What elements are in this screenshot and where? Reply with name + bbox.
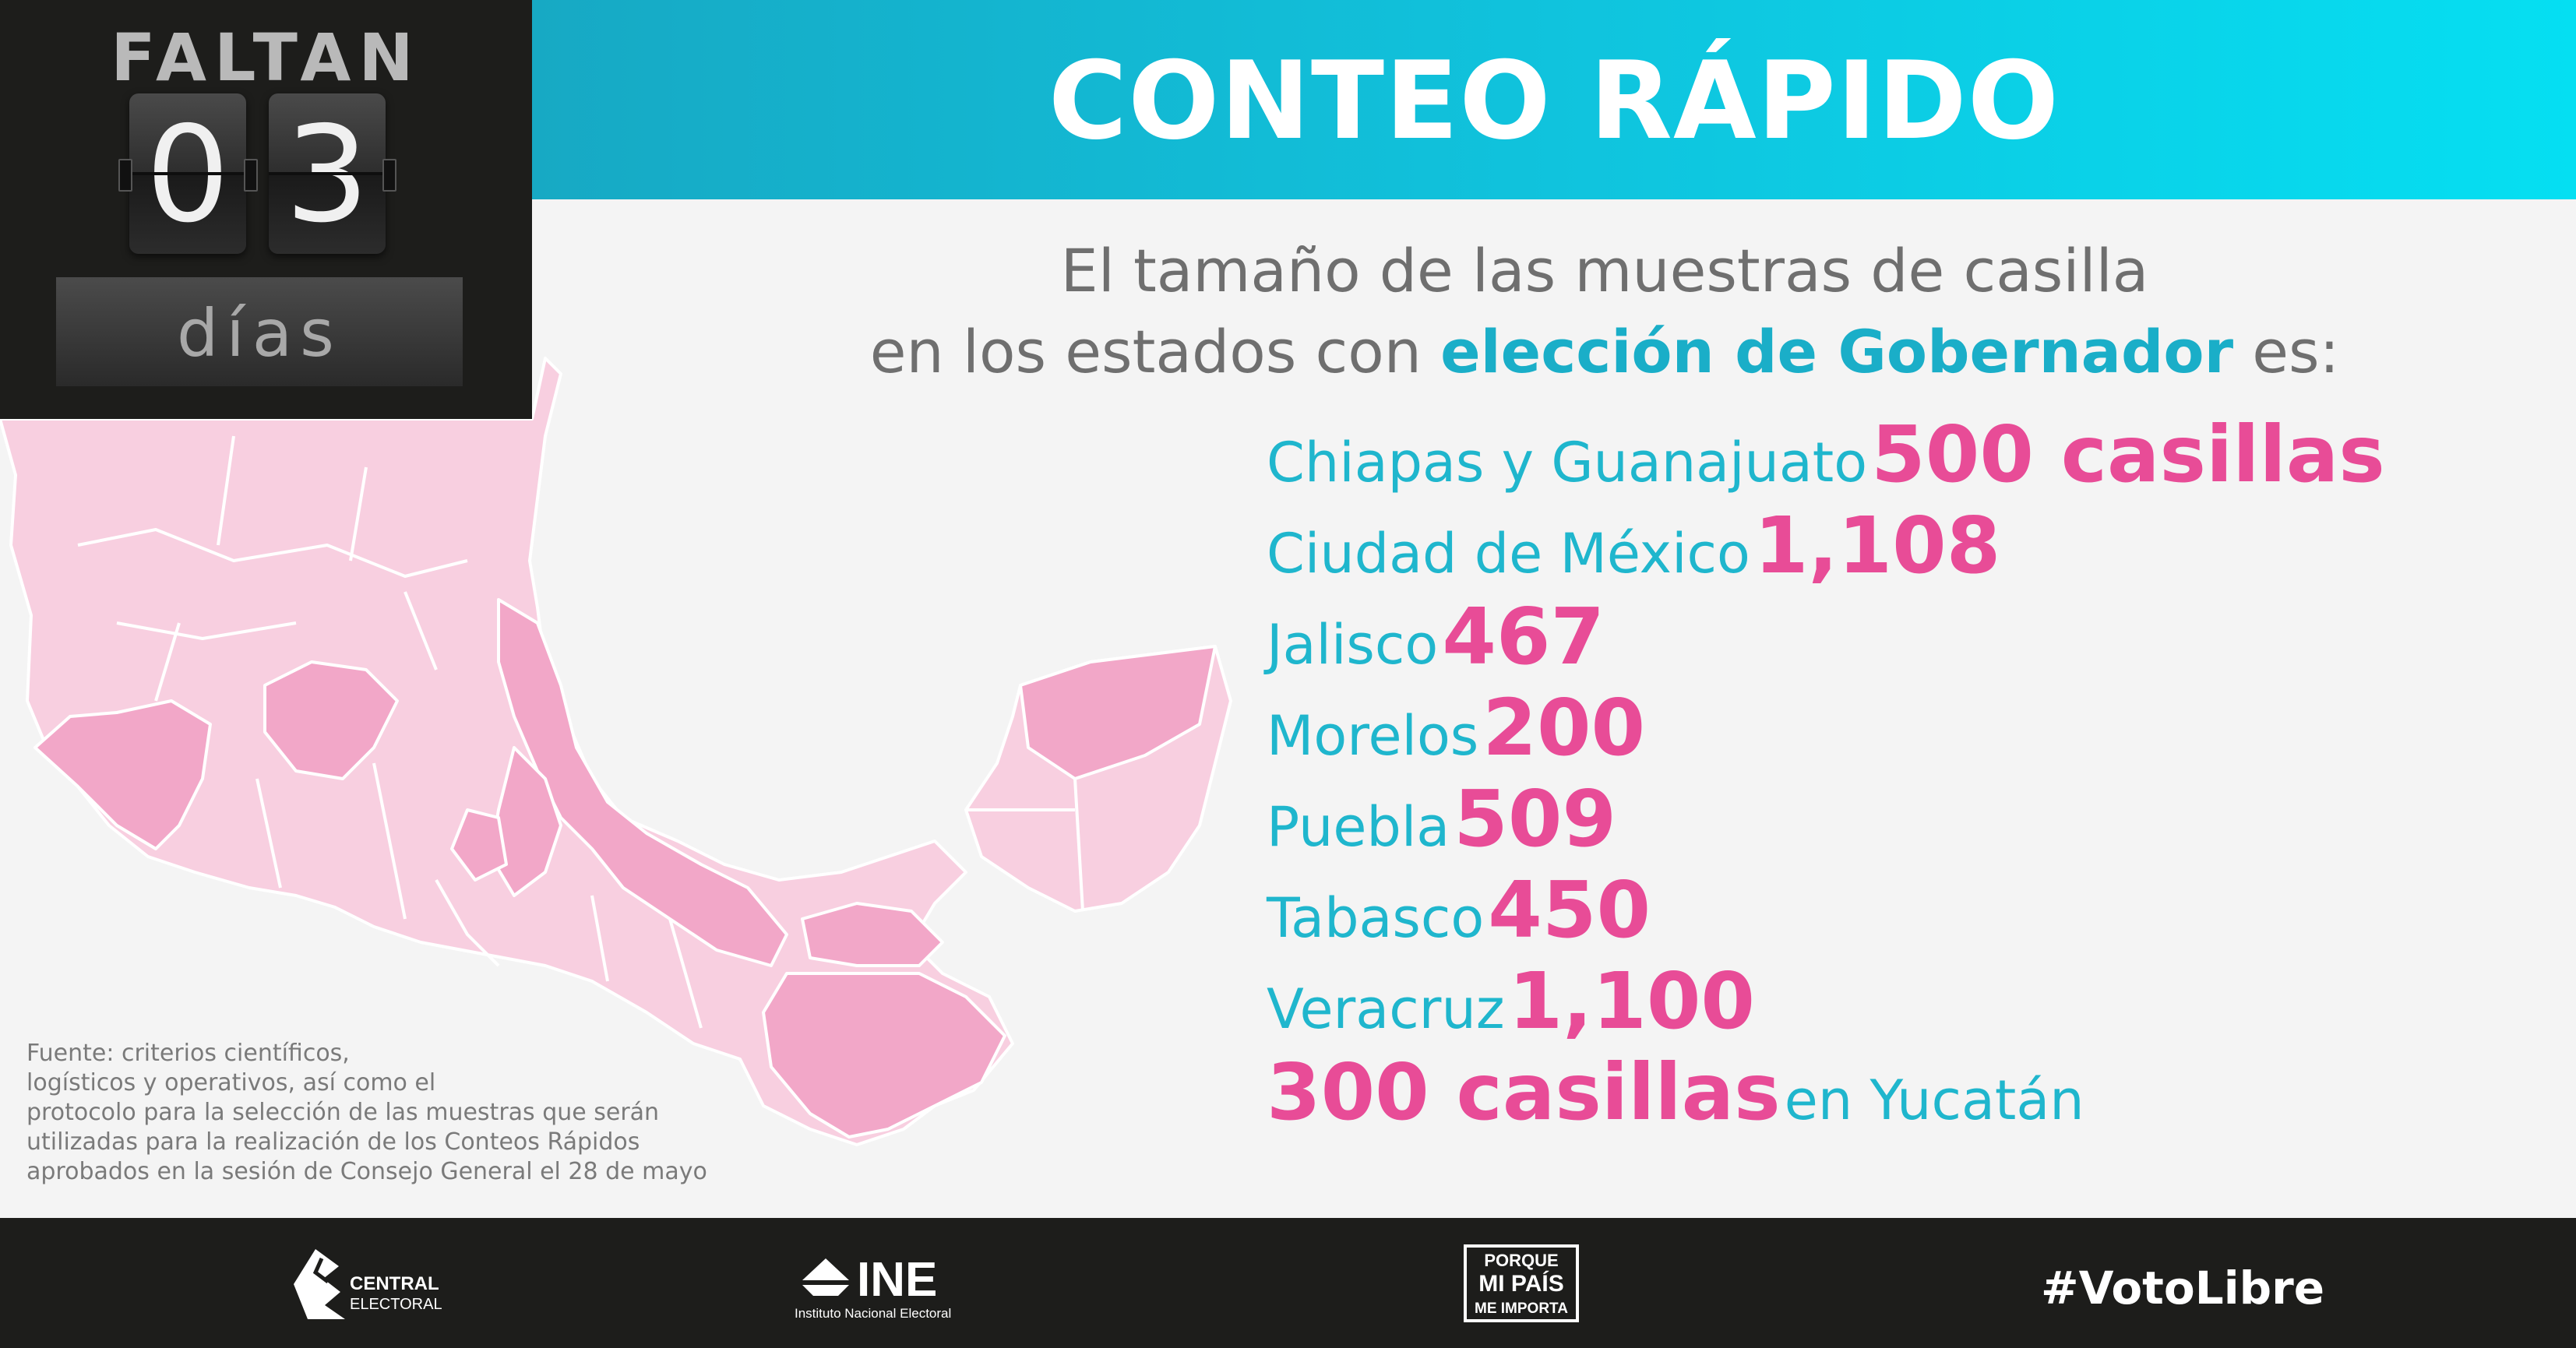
- stat-value: 509: [1454, 773, 1617, 864]
- central-electoral-logo: CENTRAL ELECTORAL: [294, 1249, 442, 1319]
- countdown-label: FALTAN: [111, 19, 421, 96]
- stat-label: Chiapas y Guanajuato: [1267, 431, 1868, 495]
- subtitle-line2: en los estados con elección de Gobernado…: [756, 311, 2454, 392]
- digit-units-text: 3: [284, 98, 370, 252]
- header-banner: CONTEO RÁPIDO: [532, 0, 2576, 199]
- stat-label: en Yucatán: [1784, 1068, 2084, 1132]
- stat-value: 1,108: [1753, 500, 2001, 591]
- pmp-line1: PORQUE: [1484, 1251, 1558, 1270]
- map-yucatan: [1019, 645, 1217, 780]
- page-title: CONTEO RÁPIDO: [1048, 38, 2060, 164]
- flip-digit-tens: 0: [129, 93, 246, 254]
- hashtag: #VotoLibre: [2041, 1262, 2325, 1315]
- subtitle-line2-post: es:: [2233, 317, 2340, 386]
- stat-value: 500 casillas: [1871, 409, 2385, 500]
- source-line: utilizadas para la realización de los Co…: [26, 1128, 640, 1156]
- days-label-box: días: [56, 277, 463, 386]
- stat-jalisco: Jalisco 467: [1267, 591, 2385, 682]
- stat-label: Jalisco: [1267, 613, 1439, 677]
- stat-chiapas-guanajuato: Chiapas y Guanajuato 500 casillas: [1267, 409, 2385, 500]
- stat-value: 200: [1482, 682, 1646, 773]
- source-note: Fuente: criterios científicos, logístico…: [26, 1039, 805, 1187]
- porque-mi-pais-logo: PORQUE MI PAÍS ME IMPORTA: [1464, 1244, 1579, 1322]
- stat-yucatan: 300 casillas en Yucatán: [1267, 1047, 2385, 1138]
- flip-hinge: [382, 159, 396, 192]
- flip-hinge: [118, 159, 132, 192]
- subtitle: El tamaño de las muestras de casilla en …: [756, 231, 2454, 392]
- countdown-panel: FALTAN 0 3 días: [0, 0, 532, 419]
- stat-label: Tabasco: [1267, 886, 1485, 950]
- pmp-line3: ME IMPORTA: [1475, 1300, 1568, 1317]
- pmp-line2: MI PAÍS: [1478, 1270, 1563, 1297]
- stat-label: Ciudad de México: [1267, 522, 1750, 586]
- source-line: Fuente: criterios científicos,: [26, 1040, 350, 1067]
- stat-tabasco: Tabasco 450: [1267, 864, 2385, 956]
- map-tabasco: [801, 902, 944, 967]
- digit-tens-text: 0: [145, 98, 231, 252]
- flip-digit-units: 3: [269, 93, 386, 254]
- ine-icon: [802, 1258, 849, 1280]
- ine-full-name: Instituto Nacional Electoral: [795, 1306, 951, 1321]
- stat-label: Morelos: [1267, 704, 1479, 768]
- ine-name: INE: [857, 1253, 937, 1307]
- source-line: protocolo para la selección de las muest…: [26, 1099, 660, 1126]
- stat-label: Veracruz: [1267, 977, 1505, 1041]
- central-electoral-line1: CENTRAL: [350, 1273, 439, 1294]
- stat-value: 467: [1442, 591, 1605, 682]
- footer-bar: CENTRAL ELECTORAL INE Instituto Nacional…: [0, 1218, 2576, 1348]
- source-line: aprobados en la sesión de Consejo Genera…: [26, 1158, 707, 1185]
- stat-puebla: Puebla 509: [1267, 773, 2385, 864]
- subtitle-highlight: elección de Gobernador: [1440, 317, 2234, 386]
- flip-hinge: [244, 159, 258, 192]
- ine-logo: INE Instituto Nacional Electoral: [795, 1253, 951, 1321]
- sample-sizes-list: Chiapas y Guanajuato 500 casillas Ciudad…: [1267, 409, 2385, 1138]
- map-chiapas: [762, 972, 1006, 1139]
- map-cdmx-morelos: [450, 808, 508, 882]
- stat-morelos: Morelos 200: [1267, 682, 2385, 773]
- stat-value: 1,100: [1508, 956, 1755, 1047]
- days-label: días: [177, 295, 342, 371]
- subtitle-line1: El tamaño de las muestras de casilla: [1060, 236, 2149, 305]
- stat-value: 300 casillas: [1267, 1047, 1781, 1138]
- map-jalisco: [33, 699, 212, 850]
- mexico-map: [0, 357, 1232, 1146]
- subtitle-line2-pre: en los estados con: [869, 317, 1441, 386]
- central-electoral-icon: [294, 1249, 345, 1319]
- source-line: logísticos y operativos, así como el: [26, 1069, 436, 1096]
- central-electoral-line2: ELECTORAL: [350, 1296, 442, 1313]
- stat-label: Puebla: [1267, 795, 1450, 859]
- stat-veracruz: Veracruz 1,100: [1267, 956, 2385, 1047]
- map-guanajuato: [263, 660, 399, 780]
- stat-value: 450: [1488, 864, 1651, 956]
- stat-cdmx: Ciudad de México 1,108: [1267, 500, 2385, 591]
